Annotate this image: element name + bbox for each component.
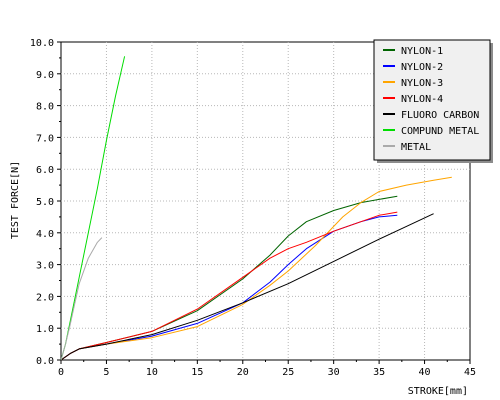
legend-label: NYLON-2 — [401, 62, 443, 73]
x-tick-label: 30 — [328, 367, 340, 378]
series-line-fluoro-carbon — [60, 213, 434, 361]
y-tick-label: 7.0 — [36, 133, 54, 144]
y-axis-title: TEST FORCE[N] — [10, 161, 21, 239]
x-tick-label: 40 — [419, 367, 431, 378]
y-tick-label: 8.0 — [36, 102, 54, 113]
legend-label: NYLON-4 — [401, 94, 443, 105]
x-tick-label: 10 — [146, 367, 158, 378]
legend-label: NYLON-1 — [401, 46, 443, 57]
y-tick-label: 6.0 — [36, 165, 54, 176]
series-line-metal — [60, 237, 103, 361]
y-tick-label: 4.0 — [36, 229, 54, 240]
y-tick-label: 0.0 — [36, 356, 54, 367]
y-tick-label: 1.0 — [36, 324, 54, 335]
y-tick-label: 9.0 — [36, 70, 54, 81]
x-tick-label: 35 — [373, 367, 385, 378]
series-layer — [60, 56, 452, 361]
x-tick-label: 45 — [464, 367, 476, 378]
x-tick-label: 5 — [103, 367, 109, 378]
legend: NYLON-1 NYLON-2 NYLON-3 NYLON-4 FLUORO CARBO… — [373, 39, 493, 163]
grid — [61, 42, 470, 360]
legend-label: NYLON-3 — [401, 78, 443, 89]
legend-label: METAL — [401, 142, 431, 153]
x-tick-label: 20 — [237, 367, 249, 378]
y-tick-label: 5.0 — [36, 197, 54, 208]
x-tick-label: 0 — [58, 367, 64, 378]
legend-box — [373, 39, 491, 161]
x-tick-label: 15 — [191, 367, 203, 378]
x-axis-title: STROKE[mm] — [408, 386, 468, 397]
legend-label: COMPUND METAL — [401, 126, 479, 137]
y-tick-label: 10.0 — [30, 38, 54, 49]
x-tick-label: 25 — [282, 367, 294, 378]
y-tick-label: 3.0 — [36, 261, 54, 272]
y-tick-label: 2.0 — [36, 292, 54, 303]
axis-ticks: 0 5 10 15 20 25 30 35 40 45 0.0 1.0 2.0 3.0 4.0 5.0 6.0 7… — [30, 38, 476, 378]
legend-label: FLUORO CARBON — [401, 110, 479, 121]
